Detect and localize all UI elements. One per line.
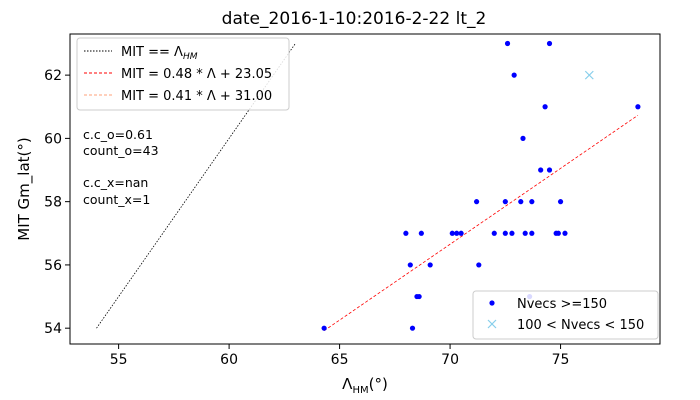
- data-point: [542, 104, 548, 110]
- data-point: [449, 230, 455, 236]
- annotation-text: count_x=1: [83, 192, 150, 207]
- data-point: [407, 262, 413, 268]
- legend-label: MIT == ΛHM: [121, 45, 198, 62]
- data-point: [520, 135, 526, 141]
- data-point: [409, 325, 416, 331]
- data-point: [538, 167, 544, 173]
- data-point: [509, 230, 515, 236]
- data-point-x: [584, 70, 594, 80]
- data-point: [555, 230, 561, 236]
- x-tick-label: 70: [441, 352, 459, 368]
- data-point: [427, 262, 433, 268]
- data-point: [458, 230, 464, 236]
- data-point: [518, 199, 524, 205]
- annotation-text: count_o=43: [83, 143, 159, 158]
- legend-label: 100 < Nvecs < 150: [517, 318, 644, 333]
- legend-label: MIT = 0.41 * Λ + 31.00: [121, 89, 272, 104]
- x-tick-label: 75: [552, 352, 570, 368]
- data-point: [504, 40, 511, 47]
- x-axis-label-unit: (°): [369, 375, 388, 393]
- legend-label: Nvecs >=150: [517, 297, 607, 312]
- y-tick-label: 56: [44, 258, 62, 274]
- data-point: [546, 40, 553, 47]
- x-tick-label: 60: [220, 352, 238, 368]
- data-point: [522, 230, 528, 236]
- data-point: [476, 262, 482, 268]
- y-tick-label: 58: [44, 195, 62, 211]
- data-point: [403, 230, 409, 236]
- data-point: [635, 104, 641, 110]
- y-tick-label: 62: [44, 68, 62, 84]
- annotation-text: c.c_x=nan: [83, 175, 148, 190]
- data-point: [511, 72, 517, 78]
- y-tick-label: 54: [44, 321, 62, 337]
- data-point: [321, 325, 327, 331]
- annotation-text: c.c_o=0.61: [83, 127, 153, 142]
- legend-box: [76, 37, 290, 111]
- legend-marker-dot: [489, 300, 495, 306]
- plot-frame: [69, 33, 661, 345]
- x-tick-label: 65: [331, 352, 349, 368]
- chart-title: date_2016-1-10:2016-2-22 lt_2: [222, 9, 487, 29]
- data-point: [562, 230, 568, 236]
- data-point: [418, 230, 424, 236]
- legend-label: MIT = 0.48 * Λ + 23.05: [121, 67, 272, 82]
- legend-marker-x: [487, 319, 497, 329]
- data-point: [529, 230, 535, 236]
- data-point: [502, 230, 508, 236]
- data-point: [416, 293, 422, 300]
- data-point: [529, 199, 535, 205]
- fit-line-2: [323, 114, 639, 332]
- data-point: [473, 199, 480, 205]
- data-point: [557, 199, 564, 205]
- y-axis: 54 56 58 60 62: [44, 68, 70, 337]
- x-axis-label: ΛHM(°): [342, 375, 388, 396]
- x-axis-label-sub: HM: [352, 385, 368, 396]
- y-axis-label: MIT Gm_lat(°): [15, 137, 34, 240]
- x-axis-label-main: Λ: [342, 375, 353, 393]
- x-tick-label: 55: [110, 352, 128, 368]
- y-tick-label: 60: [44, 131, 62, 147]
- legend-box: [472, 290, 659, 340]
- data-point: [502, 199, 508, 205]
- data-point: [546, 167, 553, 173]
- data-point: [454, 230, 460, 236]
- legend-markers: Nvecs >=150 100 < Nvecs < 150: [472, 290, 659, 340]
- legend-fit-lines: MIT == ΛHM MIT = 0.48 * Λ + 23.05 MIT = 0.…: [76, 37, 290, 111]
- x-axis: 55 60 65 70 75: [110, 344, 570, 368]
- data-point: [491, 230, 497, 236]
